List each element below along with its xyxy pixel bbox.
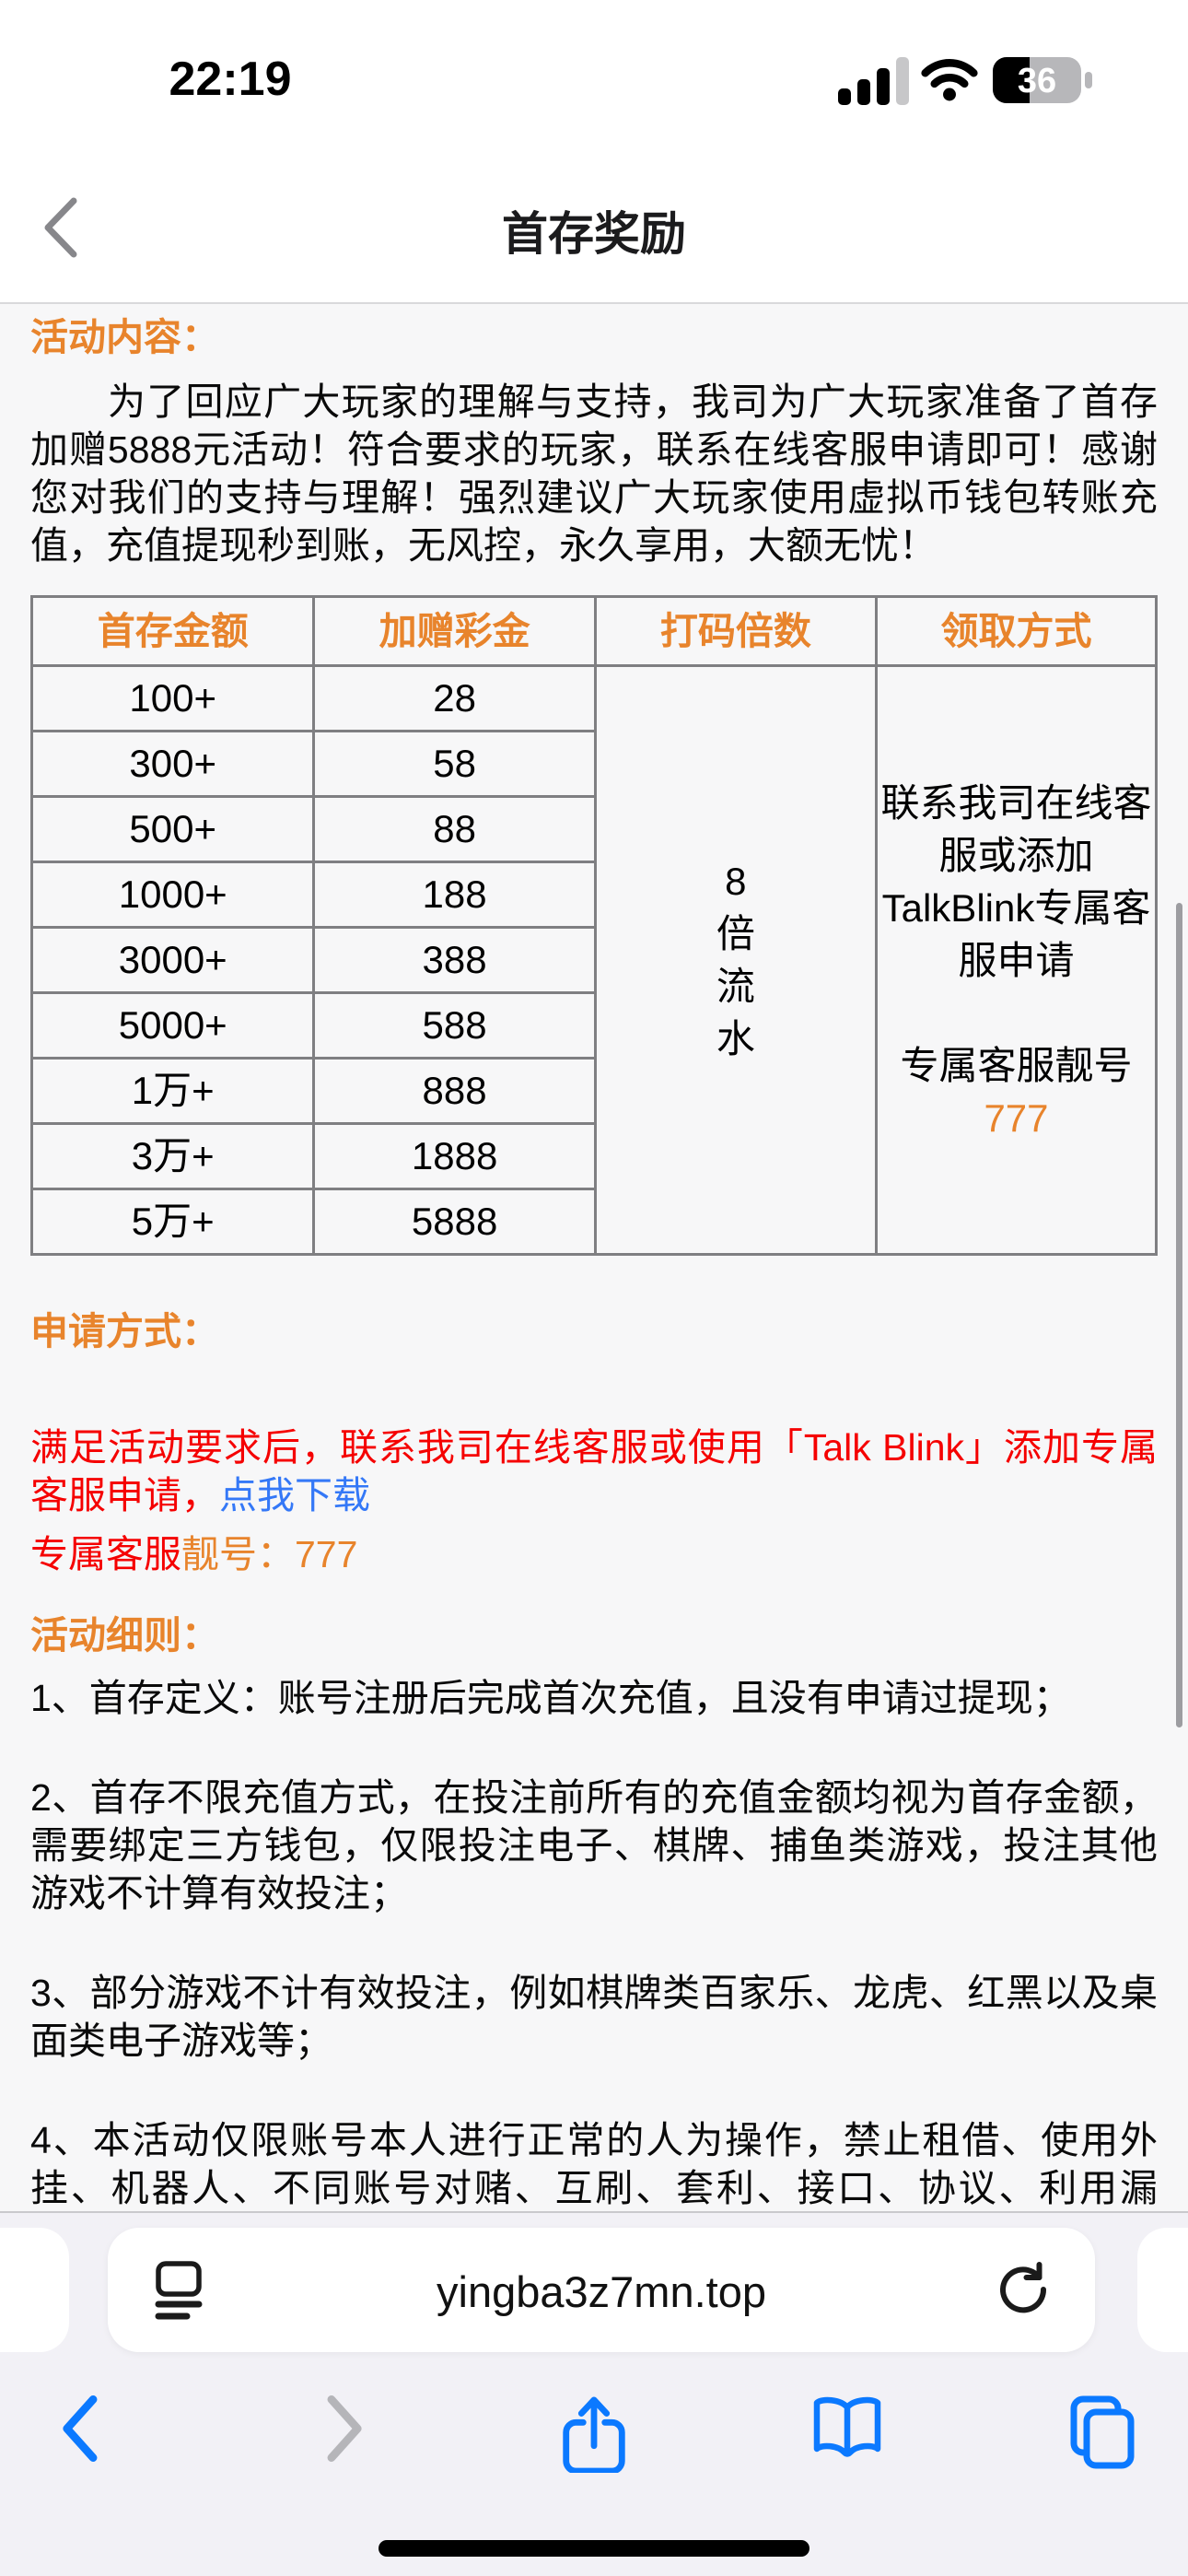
cell-bonus: 188 xyxy=(312,861,597,929)
share-icon[interactable] xyxy=(558,2395,630,2473)
vip-label-red: 专属客服 xyxy=(30,1533,181,1575)
vip-number-orange: 靓号：777 xyxy=(181,1533,358,1575)
cell-deposit: 1000+ xyxy=(29,861,316,929)
claim-gap xyxy=(878,987,1155,1039)
cell-claim-method: 联系我司在线客服或添加TalkBlink专属客服申请 专属客服靓号 777 xyxy=(874,664,1159,1256)
cell-deposit: 300+ xyxy=(29,730,316,798)
rule-item-1: 1、首存定义：账号注册后完成首次充值，且没有申请过提现； xyxy=(30,1677,1071,1719)
cell-bonus: 88 xyxy=(312,795,597,863)
claim-vip-number: 777 xyxy=(984,1095,1049,1140)
scrollbar[interactable] xyxy=(1176,903,1182,1727)
wifi-icon xyxy=(921,59,978,101)
table-row: 500+ 88 xyxy=(29,795,1157,863)
cell-deposit: 100+ xyxy=(29,664,316,732)
multiplier-line: 流 xyxy=(716,965,755,1008)
table-row: 1万+ 888 xyxy=(29,1057,1157,1125)
cell-bonus: 888 xyxy=(312,1057,597,1125)
table-header-row: 首存金额 加赠彩金 打码倍数 领取方式 xyxy=(29,595,1159,667)
table-row: 1000+ 188 xyxy=(29,861,1157,929)
table-row: 5000+ 588 xyxy=(29,991,1157,1060)
refresh-icon[interactable] xyxy=(996,2261,1049,2318)
multiplier-line: 水 xyxy=(716,1017,755,1060)
status-bar: 22:19 36 xyxy=(0,0,1188,149)
cellular-signal-icon xyxy=(838,57,909,105)
browser-bottom-bar: yingba3z7mn.top xyxy=(0,2211,1188,2576)
status-time: 22:19 xyxy=(169,53,292,106)
reader-icon[interactable] xyxy=(150,2261,207,2320)
cell-bonus: 58 xyxy=(312,730,597,798)
next-tab-pill[interactable] xyxy=(1137,2228,1188,2352)
cell-deposit: 5000+ xyxy=(29,991,316,1060)
cell-bonus: 28 xyxy=(312,664,597,732)
header-deposit-amount: 首存金额 xyxy=(29,595,316,667)
prev-tab-pill[interactable] xyxy=(0,2228,69,2352)
cell-deposit: 5万+ xyxy=(29,1188,316,1256)
battery-percent-text: 36 xyxy=(1018,62,1056,100)
home-indicator[interactable] xyxy=(379,2540,809,2557)
cell-deposit: 3万+ xyxy=(29,1122,316,1190)
claim-vip-prefix: 专属客服靓号 xyxy=(900,1043,1133,1087)
cell-bonus: 5888 xyxy=(312,1188,597,1256)
table-row: 5万+ 5888 xyxy=(29,1188,1157,1256)
bookmarks-icon[interactable] xyxy=(809,2395,885,2464)
activity-intro-paragraph: 为了回应广大玩家的理解与支持，我司为广大玩家准备了首存加赠5888元活动！符合要… xyxy=(30,381,1158,567)
vip-number-line: 专属客服靓号：777 xyxy=(30,1530,1158,1578)
claim-vip-line: 专属客服靓号 777 xyxy=(878,1039,1155,1144)
rule-item-4: 4、本活动仅限账号本人进行正常的人为操作，禁止租借、使用外挂、机器人、不同账号对… xyxy=(30,2119,1158,2209)
rule-item-2: 2、首存不限充值方式，在投注前所有的充值金额均视为首存金额，需要绑定三方钱包，仅… xyxy=(30,1776,1158,1914)
cell-deposit: 500+ xyxy=(29,795,316,863)
apply-text-red: 满足活动要求后，联系我司在线客服或使用「Talk Blink」添加专属客服申请， xyxy=(30,1426,1158,1516)
page-title: 首存奖励 xyxy=(502,208,686,260)
address-bar[interactable]: yingba3z7mn.top xyxy=(108,2228,1095,2352)
header-wager-multiplier: 打码倍数 xyxy=(593,595,878,667)
cell-deposit: 3000+ xyxy=(29,926,316,994)
multiplier-line: 8 xyxy=(725,860,747,903)
activity-content-heading: 活动内容： xyxy=(30,316,219,358)
url-text: yingba3z7mn.top xyxy=(437,2267,766,2316)
claim-text: 联系我司在线客服或添加TalkBlink专属客服申请 xyxy=(880,780,1152,982)
browser-back-icon[interactable] xyxy=(48,2395,114,2462)
cell-multiplier: 8 倍 流 水 xyxy=(593,664,878,1256)
page-content: 活动内容： 为了回应广大玩家的理解与支持，我司为广大玩家准备了首存加赠5888元… xyxy=(0,304,1188,2211)
apply-method-heading: 申请方式： xyxy=(30,1310,219,1352)
apply-instructions: 满足活动要求后，联系我司在线客服或使用「Talk Blink」添加专属客服申请，… xyxy=(30,1423,1158,1519)
bonus-table: 首存金额 加赠彩金 打码倍数 领取方式 100+ 28 8 倍 流 水 联系我司… xyxy=(29,595,1159,1256)
header-claim-method: 领取方式 xyxy=(874,595,1159,667)
table-row: 3000+ 388 xyxy=(29,926,1157,994)
cell-bonus: 1888 xyxy=(312,1122,597,1190)
cell-bonus: 388 xyxy=(312,926,597,994)
multiplier-line: 倍 xyxy=(716,912,755,955)
table-row: 300+ 58 xyxy=(29,730,1157,798)
tabs-icon[interactable] xyxy=(1066,2395,1136,2469)
header-bonus: 加赠彩金 xyxy=(312,595,597,667)
table-row: 100+ 28 8 倍 流 水 联系我司在线客服或添加TalkBlink专属客服… xyxy=(29,664,1159,1256)
cell-bonus: 588 xyxy=(312,991,597,1060)
rule-item-3: 3、部分游戏不计有效投注，例如棋牌类百家乐、龙虎、红黑以及桌面类电子游戏等； xyxy=(30,1972,1158,2062)
cell-deposit: 1万+ xyxy=(29,1057,316,1125)
browser-forward-icon[interactable] xyxy=(310,2395,377,2462)
activity-rules-heading: 活动细则： xyxy=(30,1614,219,1657)
back-chevron-icon[interactable] xyxy=(41,197,81,258)
download-link[interactable]: 点我下载 xyxy=(219,1474,370,1516)
table-row: 3万+ 1888 xyxy=(29,1122,1157,1190)
battery-icon: 36 xyxy=(993,57,1092,103)
nav-bar: 首存奖励 xyxy=(0,149,1188,304)
